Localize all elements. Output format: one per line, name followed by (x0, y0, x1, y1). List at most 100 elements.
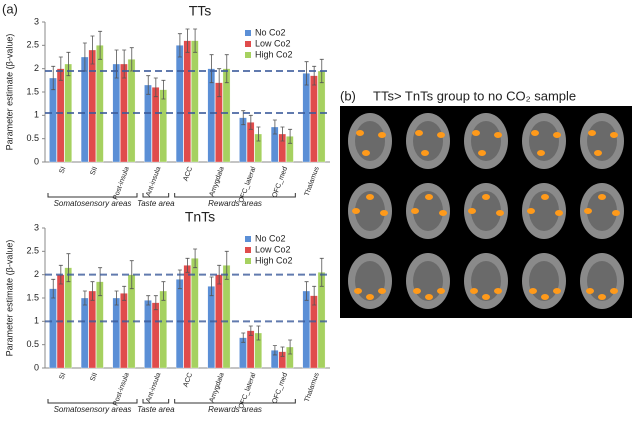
error-bar (248, 114, 253, 130)
panel-label: (a) (2, 1, 18, 16)
chart-title: TnTs (185, 209, 215, 225)
activation (537, 150, 545, 156)
activation (553, 288, 561, 294)
legend-swatch (245, 258, 251, 264)
error-bar (177, 269, 182, 290)
brain-inner (413, 191, 443, 231)
y-tick-label: 2.5 (26, 40, 39, 50)
activation (425, 294, 433, 300)
activation (584, 208, 592, 214)
bar (88, 290, 96, 369)
x-tick-label: Thalamus (304, 165, 321, 197)
group-bracket (47, 193, 138, 198)
error-bar (122, 285, 127, 301)
y-tick-label: 2 (34, 63, 39, 73)
bar (183, 265, 191, 369)
activation (352, 208, 360, 214)
y-tick-label: 0.5 (26, 133, 39, 143)
group-label: Somatosensory areas (54, 405, 132, 414)
x-tick-label: Amygdala (209, 372, 226, 404)
activation (366, 194, 374, 200)
brain-inner (471, 261, 501, 301)
x-tick-label: Ant-insula (145, 372, 162, 404)
error-bar (122, 49, 127, 79)
y-tick-label: 2 (34, 269, 39, 279)
legend-swatch (245, 247, 251, 253)
y-axis-label: Parameter estimate (β-value) (4, 34, 14, 151)
activation (598, 294, 606, 300)
activation (531, 130, 539, 136)
legend-label: High Co2 (255, 49, 293, 59)
error-bar (272, 119, 277, 135)
group-bracket (174, 193, 296, 198)
x-tick-label: SI (59, 166, 68, 175)
legend-label: No Co2 (255, 233, 286, 243)
brain-inner (529, 191, 559, 231)
activation (437, 132, 445, 138)
bar (80, 297, 89, 369)
bar (49, 288, 57, 369)
bar (151, 87, 160, 163)
error-bar (51, 65, 56, 91)
error-bar (304, 281, 309, 301)
bar (112, 297, 121, 369)
activation (494, 288, 502, 294)
x-tick-label: Post-insula (112, 166, 130, 201)
bar (302, 73, 311, 163)
error-bar (185, 28, 190, 53)
error-bar (288, 128, 293, 144)
bar (80, 56, 89, 163)
error-bar (98, 267, 103, 297)
activation (612, 210, 620, 216)
brain-inner (413, 121, 443, 161)
activation (527, 208, 535, 214)
error-bar (193, 28, 198, 53)
brain-inner (471, 121, 501, 161)
group-label: Somatosensory areas (54, 199, 132, 208)
error-bar (209, 54, 214, 84)
x-tick-label: Amygdala (209, 166, 226, 198)
y-tick-label: 1 (34, 110, 39, 120)
bar (120, 293, 128, 369)
bar (144, 84, 152, 163)
activation (413, 288, 421, 294)
activation (421, 150, 429, 156)
activation (529, 288, 537, 294)
x-tick-label: OFC_lateral (238, 372, 258, 410)
activation (366, 294, 374, 300)
panel-title: TTs> TnTs group to no CO₂ sample (373, 88, 576, 103)
group-label: Taste area (137, 405, 175, 414)
error-bar (209, 276, 214, 297)
activation (553, 132, 561, 138)
activation (494, 132, 502, 138)
bar (159, 290, 167, 369)
group-bracket (142, 193, 170, 198)
error-bar (304, 61, 309, 86)
bar (175, 279, 184, 369)
x-tick-label: SI (59, 372, 68, 381)
activation (610, 288, 618, 294)
y-tick-label: 3 (34, 16, 39, 26)
x-tick-label: OFC_med (271, 166, 289, 199)
y-tick-label: 0.5 (26, 339, 39, 349)
error-bar (217, 68, 222, 98)
bar (222, 265, 231, 369)
legend-label: Low Co2 (255, 38, 291, 48)
activation (610, 132, 618, 138)
error-bar (90, 35, 95, 65)
error-bar (114, 49, 119, 79)
bar (207, 286, 216, 369)
group-label: Rewards areas (208, 405, 262, 414)
brain-inner (587, 121, 617, 161)
x-tick-label: ACC (182, 166, 194, 182)
bar (49, 77, 57, 163)
activation (378, 132, 386, 138)
error-bar (288, 339, 293, 355)
error-bar (146, 295, 151, 306)
y-tick-label: 3 (34, 222, 39, 232)
bar (302, 290, 311, 369)
chart-title: TTs (189, 3, 212, 19)
brain-inner (355, 121, 385, 161)
x-tick-label: ACC (182, 372, 194, 388)
brain-inner (355, 191, 385, 231)
